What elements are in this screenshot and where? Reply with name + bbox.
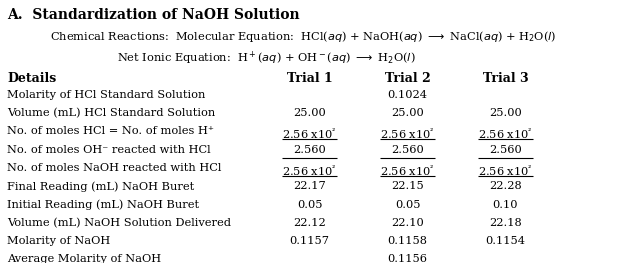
Text: 2.56 x10$^{²}$: 2.56 x10$^{²}$ <box>282 163 337 178</box>
Text: 0.1158: 0.1158 <box>387 236 427 246</box>
Text: Molarity of HCl Standard Solution: Molarity of HCl Standard Solution <box>7 90 206 100</box>
Text: 25.00: 25.00 <box>391 108 424 118</box>
Text: Average Molarity of NaOH: Average Molarity of NaOH <box>7 254 161 263</box>
Text: 2.56 x10$^{²}$: 2.56 x10$^{²}$ <box>380 127 435 141</box>
Text: 25.00: 25.00 <box>489 108 522 118</box>
Text: 22.18: 22.18 <box>489 218 522 228</box>
Text: 2.56 x10$^{²}$: 2.56 x10$^{²}$ <box>478 163 533 178</box>
Text: Net Ionic Equation:  H$^+$($\mathit{aq}$) + OH$^-$($\mathit{aq}$) $\longrightarr: Net Ionic Equation: H$^+$($\mathit{aq}$)… <box>117 49 415 67</box>
Text: 0.05: 0.05 <box>395 200 420 210</box>
Text: 2.560: 2.560 <box>293 145 326 155</box>
Text: No. of moles NaOH reacted with HCl: No. of moles NaOH reacted with HCl <box>7 163 222 173</box>
Text: 0.1156: 0.1156 <box>387 254 427 263</box>
Text: Initial Reading (mL) NaOH Buret: Initial Reading (mL) NaOH Buret <box>7 200 199 210</box>
Text: Molarity of NaOH: Molarity of NaOH <box>7 236 110 246</box>
Text: No. of moles OH⁻ reacted with HCl: No. of moles OH⁻ reacted with HCl <box>7 145 211 155</box>
Text: 0.10: 0.10 <box>493 200 518 210</box>
Text: No. of moles HCl = No. of moles H⁺: No. of moles HCl = No. of moles H⁺ <box>7 127 214 136</box>
Text: Trial 3: Trial 3 <box>483 72 528 85</box>
Text: Volume (mL) HCl Standard Solution: Volume (mL) HCl Standard Solution <box>7 108 215 118</box>
Text: 25.00: 25.00 <box>293 108 326 118</box>
Text: Trial 1: Trial 1 <box>287 72 333 85</box>
Text: Chemical Reactions:  Molecular Equation:  HCl($\mathit{aq}$) + NaOH($\mathit{aq}: Chemical Reactions: Molecular Equation: … <box>50 29 557 44</box>
Text: 0.1157: 0.1157 <box>290 236 330 246</box>
Text: 22.28: 22.28 <box>489 181 522 191</box>
Text: 2.560: 2.560 <box>391 145 424 155</box>
Text: 0.1154: 0.1154 <box>486 236 526 246</box>
Text: A.  Standardization of NaOH Solution: A. Standardization of NaOH Solution <box>7 8 300 22</box>
Text: Details: Details <box>7 72 57 85</box>
Text: 2.56 x10$^{²}$: 2.56 x10$^{²}$ <box>478 127 533 141</box>
Text: Volume (mL) NaOH Solution Delivered: Volume (mL) NaOH Solution Delivered <box>7 218 231 228</box>
Text: 22.10: 22.10 <box>391 218 424 228</box>
Text: Trial 2: Trial 2 <box>385 72 431 85</box>
Text: 2.560: 2.560 <box>489 145 522 155</box>
Text: 0.1024: 0.1024 <box>387 90 427 100</box>
Text: 22.17: 22.17 <box>293 181 326 191</box>
Text: 22.15: 22.15 <box>391 181 424 191</box>
Text: Final Reading (mL) NaOH Buret: Final Reading (mL) NaOH Buret <box>7 181 194 192</box>
Text: 2.56 x10$^{²}$: 2.56 x10$^{²}$ <box>380 163 435 178</box>
Text: 22.12: 22.12 <box>293 218 326 228</box>
Text: 0.05: 0.05 <box>297 200 323 210</box>
Text: 2.56 x10$^{²}$: 2.56 x10$^{²}$ <box>282 127 337 141</box>
